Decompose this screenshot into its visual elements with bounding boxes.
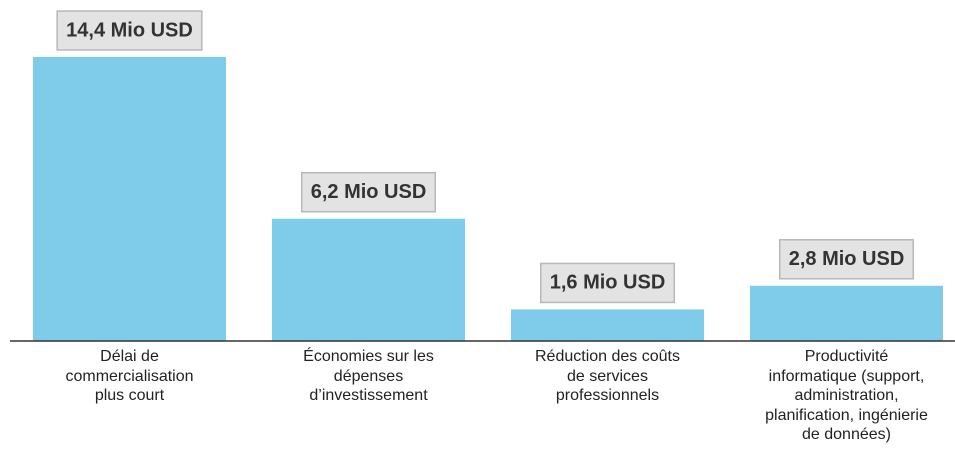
value-label-box [56, 10, 203, 51]
bar [511, 309, 704, 341]
value-label-box [539, 262, 676, 304]
x-tick-label: Réduction des coûts de services professi… [535, 348, 680, 404]
value-label: 1,6 Mio USD [550, 272, 666, 294]
value-label-box [778, 239, 915, 280]
bar [272, 218, 465, 341]
value-label: 14,4 Mio USD [66, 19, 193, 41]
value-label: 6,2 Mio USD [311, 181, 427, 203]
x-tick-label: Productivité informatique (support, admi… [765, 348, 928, 443]
value-label: 2,8 Mio USD [789, 248, 905, 270]
x-tick-label: Délai de commercialisation plus court [65, 348, 194, 404]
x-tick-label: Économies sur les dépenses d’investissem… [303, 348, 434, 404]
bar [33, 57, 226, 341]
value-label-box [300, 171, 437, 213]
bar [750, 285, 943, 341]
